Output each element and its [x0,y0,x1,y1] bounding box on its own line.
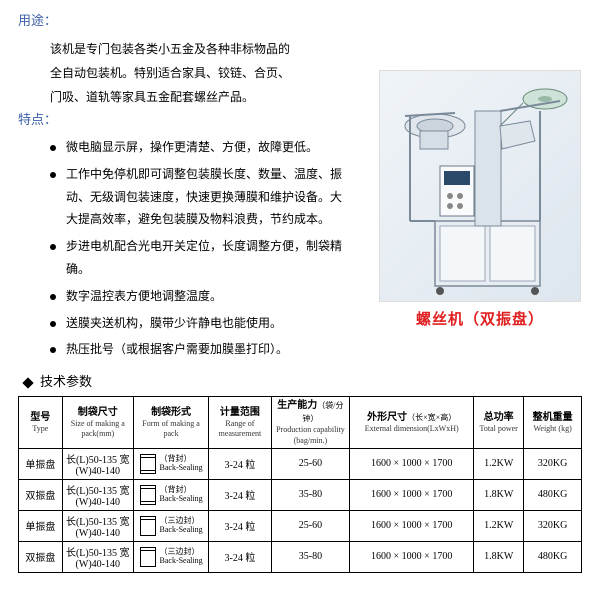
tech-params-text: 技术参数 [40,374,92,389]
table-row: 单振盘长(L)50-135 宽(W)40-140 （背封）Back-Sealing… [19,448,582,479]
seal-form-text: （背封）Back-Sealing [160,455,203,473]
table-cell: 单振盘 [19,510,63,541]
feature-text: 数字温控表方便地调整温度。 [66,285,346,308]
feature-text: 步进电机配合光电开关定位，长度调整方便，制袋精确。 [66,235,346,281]
table-cell: 单振盘 [19,448,63,479]
table-row: 双振盘长(L)50-135 宽(W)40-140 （三边封）Back-Sealin… [19,541,582,572]
table-cell: 320KG [524,448,582,479]
table-cell: （背封）Back-Sealing [133,479,209,510]
bullet-icon [50,321,56,327]
table-cell: 3-24 粒 [209,541,271,572]
table-cell: 480KG [524,479,582,510]
table-header: 计量范围Range of measurement [209,397,271,449]
table-cell: 1.2KW [474,510,524,541]
bullet-icon [50,145,56,151]
seal-form-text: （三边封）Back-Sealing [160,517,203,535]
table-cell: （背封）Back-Sealing [133,448,209,479]
seal-form-icon [140,454,156,474]
table-cell: 长(L)50-135 宽(W)40-140 [62,448,133,479]
table-header: 制袋形式Form of making a pack [133,397,209,449]
seal-form-text: （背封）Back-Sealing [160,486,203,504]
table-cell: 25-60 [271,510,350,541]
table-cell: 320KG [524,510,582,541]
table-cell: 长(L)50-135 宽(W)40-140 [62,479,133,510]
table-cell: 3-24 粒 [209,448,271,479]
table-cell: 35-80 [271,479,350,510]
feature-text: 微电脑显示屏，操作更清楚、方便，故障更低。 [66,136,346,159]
table-header: 生产能力（袋/分钟）Production capability (bag/min… [271,397,350,449]
feature-item: 热压批号（或根据客户需要加膜墨打印）。 [50,338,582,361]
table-cell: 长(L)50-135 宽(W)40-140 [62,541,133,572]
seal-form-icon [140,485,156,505]
table-cell: （三边封）Back-Sealing [133,541,209,572]
table-cell: 1600 × 1000 × 1700 [350,479,474,510]
table-row: 单振盘长(L)50-135 宽(W)40-140 （三边封）Back-Sealin… [19,510,582,541]
machine-figure: 螺丝机（双振盘） [370,70,590,329]
table-cell: 1600 × 1000 × 1700 [350,448,474,479]
table-cell: （三边封）Back-Sealing [133,510,209,541]
feature-text: 送膜夹送机构，膜带少许静电也能使用。 [66,312,346,335]
table-header: 总功率Total power [474,397,524,449]
bullet-icon [50,347,56,353]
table-cell: 双振盘 [19,479,63,510]
table-cell: 35-80 [271,541,350,572]
table-header: 型号Type [19,397,63,449]
table-cell: 长(L)50-135 宽(W)40-140 [62,510,133,541]
seal-form-icon [140,516,156,536]
bullet-icon [50,172,56,178]
bullet-icon [50,244,56,250]
diamond-icon [22,378,33,389]
table-cell: 25-60 [271,448,350,479]
bullet-icon [50,294,56,300]
table-header: 制袋尺寸Size of making a pack(mm) [62,397,133,449]
table-cell: 1600 × 1000 × 1700 [350,541,474,572]
table-cell: 1.2KW [474,448,524,479]
tech-params-label: 技术参数 [24,371,582,390]
table-header: 外形尺寸（长×宽×高）External dimension(LxWxH) [350,397,474,449]
feature-text: 工作中免停机即可调整包装膜长度、数量、温度、振动、无级调包装速度，快速更换薄膜和… [66,163,346,231]
table-cell: 1600 × 1000 × 1700 [350,510,474,541]
spec-table: 型号Type制袋尺寸Size of making a pack(mm)制袋形式F… [18,396,582,573]
table-cell: 480KG [524,541,582,572]
table-cell: 1.8KW [474,479,524,510]
usage-label: 用途： [18,10,582,29]
table-cell: 双振盘 [19,541,63,572]
machine-image [379,70,581,302]
table-cell: 1.8KW [474,541,524,572]
table-row: 双振盘长(L)50-135 宽(W)40-140 （背封）Back-Sealing… [19,479,582,510]
table-cell: 3-24 粒 [209,479,271,510]
seal-form-text: （三边封）Back-Sealing [160,548,203,566]
feature-text: 热压批号（或根据客户需要加膜墨打印）。 [66,338,346,361]
seal-form-icon [140,547,156,567]
table-header: 整机重量Weight (kg) [524,397,582,449]
machine-caption: 螺丝机（双振盘） [370,308,590,329]
table-cell: 3-24 粒 [209,510,271,541]
